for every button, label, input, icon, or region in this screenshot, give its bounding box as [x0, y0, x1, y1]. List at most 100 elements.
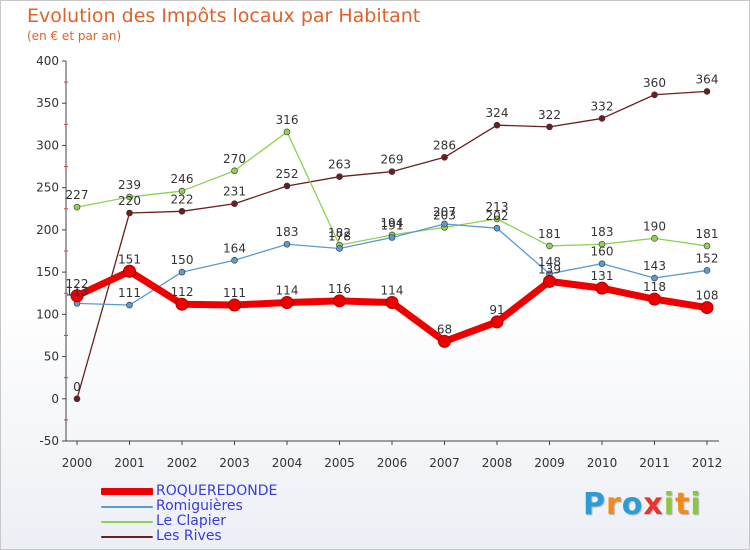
legend-swatch-le-clapier [101, 521, 153, 523]
chart-subtitle: (en € et par an) [27, 29, 122, 43]
data-label: 111 [118, 286, 141, 300]
data-point [388, 234, 396, 241]
data-label: 152 [696, 251, 719, 265]
data-point [283, 240, 291, 248]
data-label: 139 [538, 262, 561, 276]
data-point [123, 264, 136, 278]
legend-label-le-clapier: Le Clapier [156, 513, 227, 529]
data-point [280, 296, 294, 310]
data-point [336, 173, 343, 180]
data-point [438, 334, 451, 348]
data-label: 252 [276, 167, 299, 181]
data-label: 316 [276, 113, 299, 127]
data-point [651, 274, 658, 282]
y-tick-label: 0 [51, 392, 59, 406]
legend-swatch-romiguieres [101, 506, 153, 508]
data-point [441, 153, 448, 161]
data-point [388, 168, 396, 175]
data-point [178, 208, 186, 215]
x-tick-label: 2004 [272, 456, 303, 470]
data-point [73, 203, 81, 211]
x-tick-label: 2002 [167, 456, 198, 470]
x-tick-label: 2009 [534, 456, 565, 470]
data-point [178, 187, 186, 195]
data-label: 227 [66, 188, 89, 202]
data-point [493, 215, 501, 223]
data-label: 68 [437, 322, 452, 336]
data-point [73, 395, 81, 403]
data-label: 191 [381, 218, 404, 232]
data-label: 111 [223, 286, 246, 300]
data-point [126, 301, 133, 309]
y-tick-label: 150 [36, 265, 59, 279]
logo-letter: i [663, 487, 676, 522]
data-label: 131 [591, 269, 614, 283]
data-label: 286 [433, 138, 456, 152]
data-point [175, 297, 189, 311]
legend-swatch-roqueredonde [101, 488, 153, 495]
data-label: 160 [591, 245, 614, 259]
data-label: 181 [538, 227, 561, 241]
data-label: 112 [171, 285, 194, 299]
x-tick-label: 2012 [692, 456, 723, 470]
data-point [283, 182, 291, 190]
data-label: 263 [328, 158, 351, 172]
data-point [178, 268, 186, 276]
data-point [703, 242, 711, 250]
data-label: 148 [538, 255, 561, 269]
data-label: 213 [486, 200, 509, 214]
y-tick-label: 250 [36, 181, 59, 195]
y-tick-label: 350 [36, 96, 59, 110]
data-label: 91 [489, 303, 504, 317]
data-point [598, 260, 606, 267]
data-label: 270 [223, 152, 246, 166]
data-point [700, 301, 714, 315]
data-label: 114 [276, 284, 299, 298]
data-point [543, 274, 556, 288]
data-point [648, 292, 661, 306]
y-tick-label: 400 [36, 54, 59, 68]
y-tick-label: 300 [36, 138, 59, 152]
y-tick-label: -50 [39, 434, 59, 448]
x-tick-label: 2005 [324, 456, 355, 470]
data-label: 207 [433, 205, 456, 219]
data-label: 164 [223, 241, 246, 255]
data-label: 108 [696, 289, 719, 303]
data-label: 190 [643, 219, 666, 233]
y-tick-label: 50 [44, 350, 59, 364]
data-point [598, 115, 606, 122]
data-point [651, 235, 658, 242]
data-label: 114 [381, 284, 404, 298]
x-tick-label: 2000 [62, 456, 93, 470]
data-label: 231 [223, 185, 246, 199]
data-label: 118 [643, 280, 666, 294]
x-tick-label: 2011 [639, 456, 670, 470]
legend-label-romiguieres: Romiguières [156, 498, 243, 514]
data-label: 239 [118, 178, 141, 192]
data-label: 360 [643, 76, 666, 90]
data-point [231, 256, 238, 264]
data-label: 116 [328, 282, 351, 296]
x-tick-label: 2007 [429, 456, 460, 470]
data-point [546, 123, 553, 131]
legend-swatch-les-rives [101, 536, 153, 538]
data-label: 183 [591, 225, 614, 239]
data-label: 324 [486, 106, 509, 120]
x-tick-label: 2003 [219, 456, 250, 470]
data-label: 150 [171, 253, 194, 267]
data-label: 269 [381, 153, 404, 167]
data-point [651, 91, 658, 99]
logo-letter: i [690, 487, 702, 522]
data-point [441, 220, 448, 228]
logo-letter: P [583, 487, 606, 522]
data-point [231, 200, 238, 208]
data-point [336, 245, 343, 252]
data-point [231, 167, 238, 175]
data-point [598, 240, 606, 248]
data-label: 202 [486, 209, 509, 223]
data-point [228, 298, 241, 312]
data-label: 151 [118, 252, 141, 266]
data-point [126, 193, 133, 201]
data-label: 194 [381, 216, 404, 230]
